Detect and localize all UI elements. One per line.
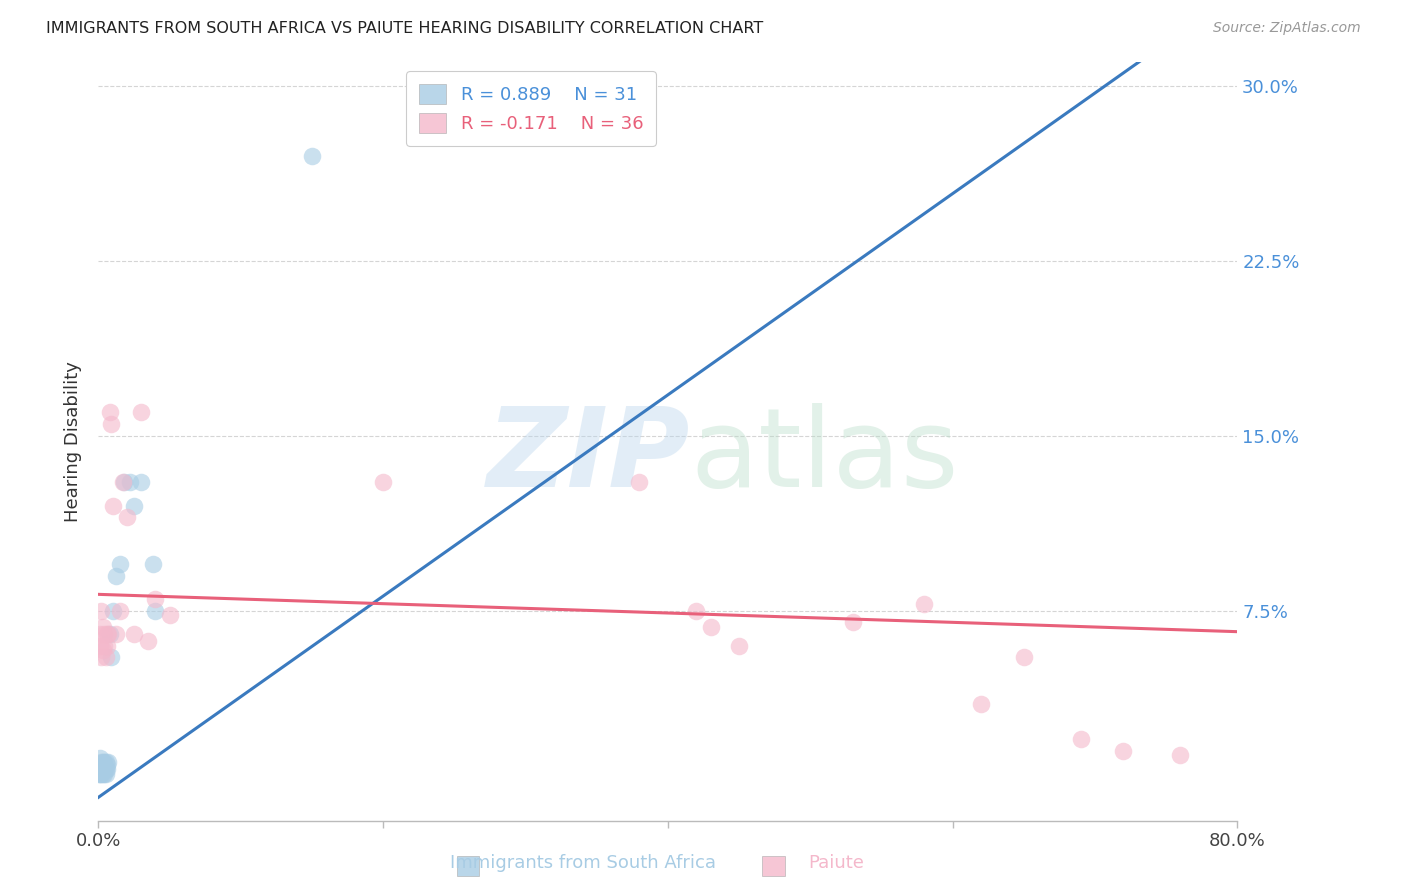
Point (141, 557, 163, 571)
Point (89, 627, 111, 641)
Point (101, 499, 124, 513)
Point (685, 604, 707, 618)
Text: ZIP: ZIP (486, 403, 690, 510)
Point (98, 405, 121, 419)
Point (104, 627, 127, 641)
Point (145, 592, 167, 607)
Bar (457, 856, 479, 876)
Point (129, 475, 152, 490)
Point (115, 510, 138, 524)
Point (129, 405, 152, 419)
Point (91, 760, 114, 774)
Point (100, 417, 122, 431)
Y-axis label: Hearing Disability: Hearing Disability (63, 361, 82, 522)
Point (97, 627, 120, 641)
Bar (762, 856, 785, 876)
Text: IMMIGRANTS FROM SOUTH AFRICA VS PAIUTE HEARING DISABILITY CORRELATION CHART: IMMIGRANTS FROM SOUTH AFRICA VS PAIUTE H… (46, 21, 763, 36)
Point (108, 557, 131, 571)
Text: atlas: atlas (690, 403, 959, 510)
Point (94, 762, 117, 776)
Point (96, 762, 118, 776)
Point (90, 650, 112, 665)
Point (89, 767, 111, 781)
Point (89, 767, 111, 781)
Point (100, 650, 122, 665)
Point (90, 756, 112, 770)
Point (122, 627, 145, 641)
Point (1112, 744, 1135, 758)
Point (97, 756, 120, 770)
Point (91, 620, 114, 634)
Text: Source: ZipAtlas.com: Source: ZipAtlas.com (1213, 21, 1361, 35)
Point (159, 608, 181, 623)
Point (94, 767, 117, 781)
Legend: R = 0.889    N = 31, R = -0.171    N = 36: R = 0.889 N = 31, R = -0.171 N = 36 (406, 71, 657, 145)
Point (91, 756, 114, 770)
Point (93, 639, 115, 653)
Point (842, 615, 865, 630)
Point (118, 475, 141, 490)
Point (112, 475, 135, 490)
Point (93, 756, 115, 770)
Point (122, 499, 145, 513)
Point (89, 760, 111, 774)
Point (91, 643, 114, 657)
Point (104, 568, 127, 582)
Point (699, 620, 721, 634)
Point (1012, 650, 1035, 665)
Point (94, 756, 117, 770)
Point (912, 597, 935, 611)
Point (96, 757, 118, 772)
Point (728, 639, 751, 653)
Point (136, 634, 159, 648)
Text: Paiute: Paiute (808, 855, 865, 872)
Point (90, 760, 112, 774)
Point (96, 627, 118, 641)
Point (1170, 748, 1192, 763)
Point (96, 639, 118, 653)
Point (91, 767, 114, 781)
Point (1070, 731, 1092, 746)
Point (373, 475, 395, 490)
Point (89, 639, 111, 653)
Point (93, 762, 115, 776)
Point (111, 475, 134, 490)
Point (94, 650, 117, 665)
Point (301, 149, 323, 163)
Point (93, 627, 115, 641)
Point (98, 627, 121, 641)
Point (970, 697, 993, 711)
Point (628, 475, 651, 490)
Point (89, 750, 111, 764)
Point (101, 604, 124, 618)
Point (145, 604, 167, 618)
Point (93, 767, 115, 781)
Point (90, 767, 112, 781)
Point (108, 604, 131, 618)
Point (90, 604, 112, 618)
Text: Immigrants from South Africa: Immigrants from South Africa (450, 855, 717, 872)
